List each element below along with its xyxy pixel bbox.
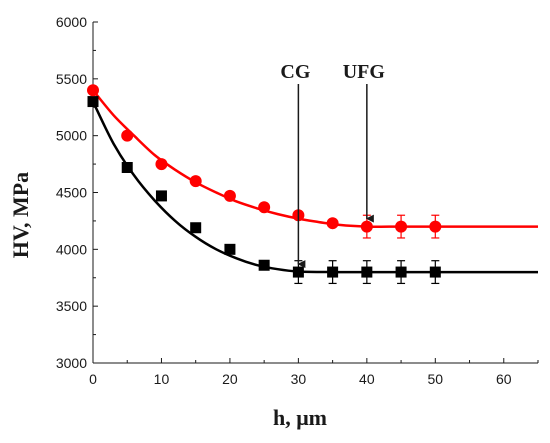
data-point-circle (121, 129, 134, 142)
data-point-square (327, 266, 339, 278)
series-square-fit-line (91, 101, 538, 274)
data-point-square (258, 259, 270, 271)
y-tick-label: 5500 (56, 71, 87, 87)
data-point-square (224, 243, 236, 255)
data-point-circle (155, 158, 168, 171)
y-axis-title: HV, MPa (8, 172, 33, 258)
data-point-square (190, 222, 202, 234)
data-point-circle (258, 201, 271, 214)
data-point-circle (360, 220, 373, 233)
axes-layer: 3000 3500 4000 4500 5000 5500 6000 0 10 20 30 40 50 6… (56, 14, 539, 387)
data-point-square (87, 96, 99, 108)
x-tick-label: 60 (496, 371, 512, 387)
data-point-circle (429, 220, 442, 233)
annotation-label: CG (280, 61, 310, 83)
x-axis-title: h, μm (273, 405, 327, 430)
x-tick-label: 30 (291, 371, 307, 387)
data-point-square (121, 161, 133, 173)
data-point-circle (395, 220, 408, 233)
annotation-layer: CG UFG (280, 61, 386, 269)
data-point-circle (326, 217, 339, 230)
data-point-circle (223, 189, 236, 202)
y-tick-label: 5000 (56, 128, 87, 144)
x-tick-label: 0 (89, 371, 97, 387)
data-point-square (155, 190, 167, 202)
y-tick-label: 6000 (56, 14, 87, 30)
x-tick-label: 20 (222, 371, 238, 387)
x-tick-label: 40 (359, 371, 375, 387)
annotation-label: UFG (343, 61, 386, 83)
data-point-square (429, 266, 441, 278)
y-tick-label: 4000 (56, 241, 87, 257)
series-layer (87, 84, 538, 285)
y-tick-label: 3000 (56, 355, 87, 371)
data-point-square (361, 266, 373, 278)
data-point-square (292, 266, 304, 278)
data-point-circle (87, 84, 99, 97)
y-tick-label: 4500 (56, 185, 87, 201)
data-point-circle (189, 175, 202, 188)
x-tick-label: 10 (154, 371, 170, 387)
data-point-square (395, 266, 407, 278)
y-tick-label: 3500 (56, 298, 87, 314)
x-tick-label: 50 (428, 371, 444, 387)
